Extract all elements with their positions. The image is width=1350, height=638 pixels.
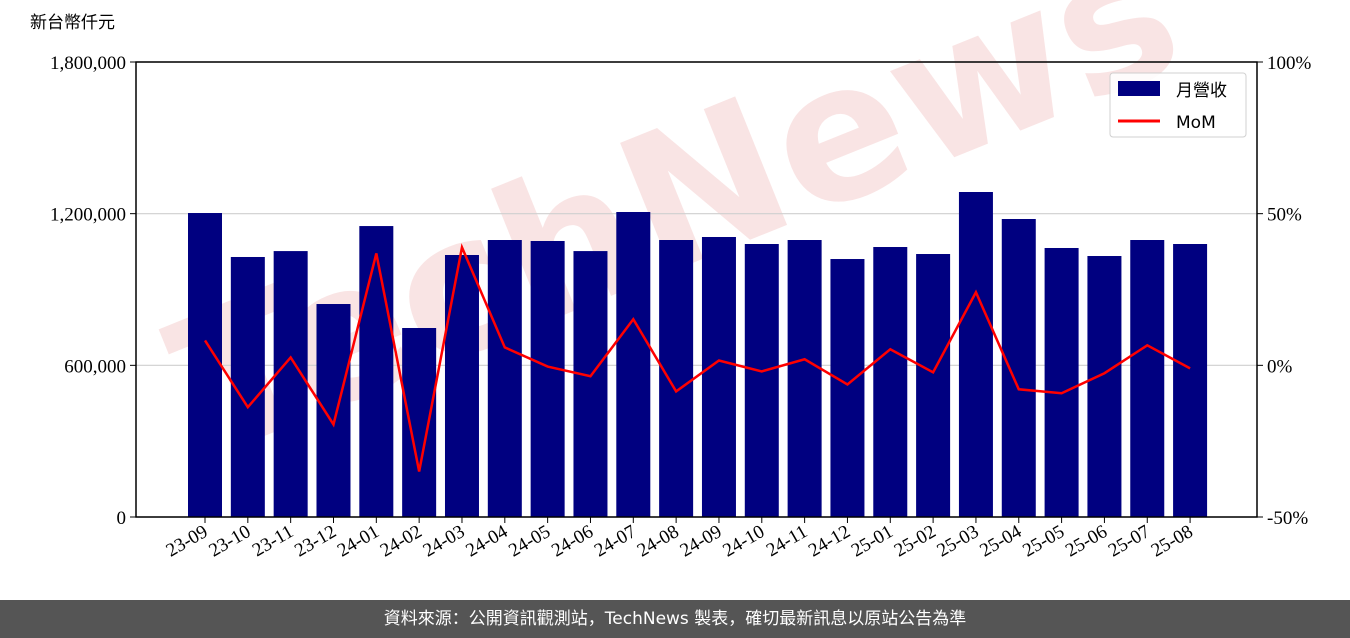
bar	[402, 327, 437, 517]
bar	[701, 236, 736, 518]
bar	[873, 247, 908, 517]
x-tick-label: 25-07	[1105, 521, 1154, 561]
bar	[487, 240, 522, 517]
x-tick-label: 24-04	[462, 521, 511, 562]
y-axis-title: 新台幣仟元	[30, 13, 115, 33]
y-tick-label: 600,000	[64, 356, 126, 377]
legend-swatch	[1118, 81, 1160, 96]
bar	[359, 226, 394, 517]
x-tick-label: 24-12	[805, 521, 854, 561]
x-tick-label: 24-10	[719, 521, 768, 561]
x-tick-label: 24-07	[591, 521, 640, 561]
y2-tick-label: 0%	[1267, 356, 1293, 377]
x-tick-label: 24-11	[763, 521, 811, 561]
x-tick-label: 24-01	[334, 521, 383, 561]
bar	[273, 251, 308, 518]
legend-label: MoM	[1176, 113, 1216, 133]
y2-tick-label: 100%	[1267, 53, 1312, 74]
bar	[573, 251, 608, 518]
bar	[1044, 247, 1079, 517]
bar	[916, 254, 951, 517]
x-tick-label: 23-10	[205, 521, 254, 561]
legend-label: 月營收	[1176, 81, 1227, 101]
plot-frame	[135, 61, 1258, 518]
x-tick-label: 24-05	[505, 521, 554, 561]
footer: 資料來源：公開資訊觀測站，TechNews 製表，確切最新訊息以原站公告為準	[0, 600, 1350, 638]
x-tick-label: 25-08	[1148, 521, 1197, 561]
bar	[958, 192, 993, 518]
y-tick-label: 1,200,000	[50, 205, 126, 226]
bar	[530, 240, 565, 517]
x-tick-label: 24-02	[377, 521, 426, 561]
x-tick-label: 24-03	[420, 521, 469, 561]
bar	[616, 211, 651, 517]
x-tick-label: 24-08	[634, 521, 683, 561]
x-tick-label: 25-04	[976, 521, 1025, 562]
x-tick-label: 24-06	[548, 521, 597, 561]
x-tick-label: 25-06	[1062, 521, 1111, 561]
y-tick-label: 1,800,000	[50, 53, 126, 74]
bar	[316, 304, 351, 517]
x-tick-label: 23-09	[163, 521, 212, 561]
bar	[444, 254, 479, 517]
bar	[188, 213, 222, 517]
bar	[230, 256, 265, 517]
x-tick-label: 25-01	[848, 521, 897, 561]
y-tick-label: 0	[117, 508, 127, 529]
x-tick-label: 23-12	[291, 521, 340, 561]
y2-tick-label: -50%	[1267, 508, 1308, 529]
x-tick-label: 23-11	[249, 521, 297, 561]
x-tick-label: 25-02	[891, 521, 940, 561]
chart: 新台幣仟元 TechNews 0600,0001,200,0001,800,00…	[30, 0, 1312, 562]
y2-tick-label: 50%	[1267, 205, 1302, 226]
bar	[659, 240, 694, 517]
x-tick-label: 24-09	[677, 521, 726, 561]
bar	[830, 259, 865, 517]
bar	[1173, 244, 1208, 517]
bar	[1130, 240, 1165, 517]
x-tick-label: 25-05	[1019, 521, 1068, 561]
bar	[1087, 256, 1122, 517]
line	[203, 243, 1191, 472]
bar	[1001, 219, 1036, 517]
bar	[744, 244, 779, 517]
x-tick-label: 25-03	[934, 521, 983, 561]
bar	[787, 240, 822, 517]
